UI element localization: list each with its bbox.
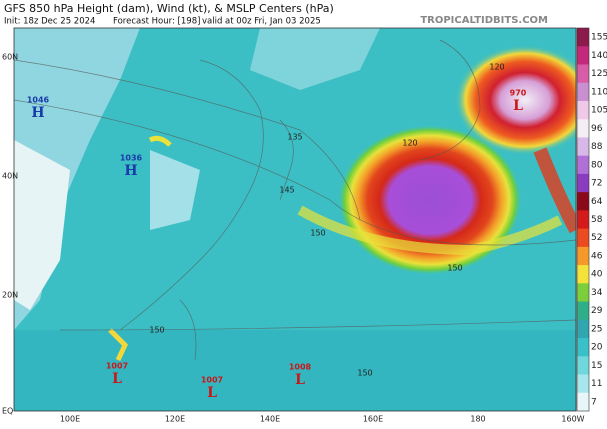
colorbar-label: 110 bbox=[591, 87, 607, 97]
lon-label: 100E bbox=[60, 415, 80, 424]
pressure-center: L bbox=[112, 371, 122, 387]
colorbar-segment bbox=[577, 356, 589, 376]
pressure-value: 1007 bbox=[201, 376, 223, 385]
colorbar-segment bbox=[577, 100, 589, 120]
colorbar-label: 88 bbox=[591, 142, 603, 152]
contour-label: 150 bbox=[357, 369, 372, 378]
contour-label: 150 bbox=[310, 229, 325, 238]
colorbar-label: 15 bbox=[591, 361, 602, 371]
site-name: TROPICALTIDBITS.COM bbox=[420, 15, 548, 26]
colorbar-segment bbox=[577, 265, 589, 284]
colorbar-segment bbox=[577, 46, 589, 65]
lon-label: 140E bbox=[260, 415, 280, 424]
colorbar-label: 34 bbox=[591, 288, 603, 298]
colorbar-label: 46 bbox=[591, 251, 603, 261]
contour-label: 150 bbox=[149, 326, 164, 335]
colorbar-label: 72 bbox=[591, 179, 602, 189]
colorbar-label: 125 bbox=[591, 69, 607, 79]
colorbar-segment bbox=[577, 374, 589, 394]
colorbar-segment bbox=[577, 28, 589, 47]
lat-label: 40N bbox=[2, 172, 18, 181]
colorbar-segment bbox=[577, 119, 589, 138]
colorbar-label: 29 bbox=[591, 306, 603, 316]
colorbar-label: 7 bbox=[591, 397, 597, 407]
valid-time: valid at 00z Fri, Jan 03 2025 bbox=[202, 17, 321, 27]
colorbar-segment bbox=[577, 64, 589, 84]
lon-label: 160E bbox=[363, 415, 383, 424]
title: GFS 850 hPa Height (dam), Wind (kt), & M… bbox=[4, 2, 334, 15]
colorbar-segment bbox=[577, 246, 589, 266]
colorbar-frame bbox=[576, 27, 590, 412]
contour-label: 120 bbox=[489, 63, 504, 72]
colorbar-segment bbox=[577, 301, 589, 321]
colorbar-label: 80 bbox=[591, 160, 603, 170]
colorbar-label: 58 bbox=[591, 215, 603, 225]
pressure-value: 1007 bbox=[106, 362, 128, 371]
colorbar-segment bbox=[577, 137, 589, 157]
colorbar-label: 155 bbox=[591, 33, 607, 43]
colorbar-segment bbox=[577, 392, 589, 412]
lon-label: 160W bbox=[561, 415, 584, 424]
colorbar-label: 40 bbox=[591, 270, 603, 280]
pressure-value: 970 bbox=[510, 89, 527, 98]
contour-label: 135 bbox=[287, 133, 302, 142]
lat-label: EQ bbox=[2, 407, 13, 416]
colorbar-segment bbox=[577, 319, 589, 339]
pressure-center: H bbox=[31, 105, 44, 121]
colorbar-label: 20 bbox=[591, 343, 603, 353]
colorbar-label: 11 bbox=[591, 379, 602, 389]
colorbar-segment bbox=[577, 155, 589, 175]
lon-label: 180 bbox=[470, 415, 485, 424]
contour-label: 145 bbox=[279, 186, 294, 195]
lat-label: 60N bbox=[2, 53, 18, 62]
pressure-value: 1036 bbox=[120, 154, 143, 163]
pressure-center: L bbox=[207, 385, 217, 401]
colorbar-label: 25 bbox=[591, 324, 602, 334]
colorbar-segment bbox=[577, 228, 589, 248]
colorbar-label: 96 bbox=[591, 124, 603, 134]
pressure-value: 1046 bbox=[27, 96, 50, 105]
colorbar-label: 64 bbox=[591, 197, 603, 207]
colorbar-segment bbox=[577, 173, 589, 193]
map-frame bbox=[13, 27, 577, 412]
pressure-center: L bbox=[513, 98, 523, 114]
colorbar-segment bbox=[577, 210, 589, 230]
colorbar-label: 52 bbox=[591, 233, 602, 243]
contour-label: 120 bbox=[402, 139, 417, 148]
colorbar-label: 105 bbox=[591, 106, 607, 116]
contour-label: 150 bbox=[447, 264, 462, 273]
colorbar-segment bbox=[577, 283, 589, 303]
init-time: Init: 18z Dec 25 2024 bbox=[4, 17, 95, 27]
forecast-hour: Forecast Hour: [198] bbox=[113, 17, 200, 27]
colorbar-segment bbox=[577, 192, 589, 211]
pressure-value: 1008 bbox=[289, 363, 312, 372]
lat-label: 20N bbox=[2, 291, 18, 300]
pressure-center: L bbox=[295, 372, 305, 388]
colorbar-segment bbox=[577, 82, 589, 102]
colorbar-segment bbox=[577, 338, 589, 357]
pressure-center: H bbox=[124, 163, 137, 179]
colorbar-label: 140 bbox=[591, 51, 607, 61]
map bbox=[14, 28, 576, 411]
lon-label: 120E bbox=[165, 415, 185, 424]
